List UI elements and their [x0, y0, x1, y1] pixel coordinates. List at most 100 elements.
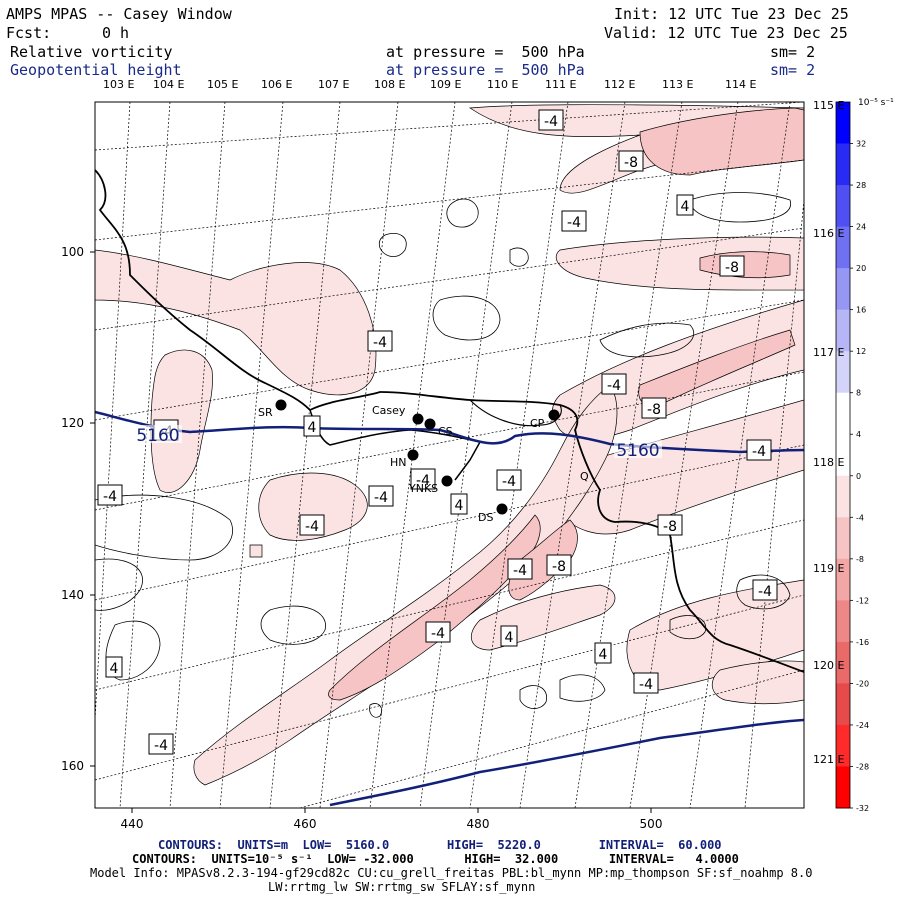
vorticity-contour-label: 4 — [500, 625, 518, 647]
svg-text:-8: -8 — [624, 155, 638, 171]
station-marker — [496, 503, 508, 515]
svg-text:-4: -4 — [431, 626, 445, 642]
longitude-label-top: 110 E — [487, 78, 519, 91]
x-axis-tick-label: 480 — [467, 817, 490, 831]
svg-text:-8: -8 — [725, 260, 739, 276]
station-hn: HN — [390, 449, 419, 469]
station-ynks: YNKS — [408, 475, 453, 495]
colorbar-label: 20 — [856, 264, 866, 273]
field1-level: at pressure = 500 hPa — [386, 43, 585, 61]
svg-text:4: 4 — [110, 661, 119, 677]
vorticity-contour-label: 4 — [450, 493, 468, 515]
vorticity-contour-label: -4 — [507, 558, 533, 580]
colorbar-label: 16 — [856, 306, 866, 315]
footer-model-info-physics: LW:rrtmg_lw SW:rrtmg_sw SFLAY:sf_mynn — [268, 880, 536, 894]
longitude-label-right: 120 E — [813, 659, 844, 672]
station-label: HN — [390, 456, 407, 469]
field2-smoothing: sm= 2 — [770, 61, 816, 79]
colorbar-swatch — [836, 641, 850, 684]
colorbar-swatch — [836, 351, 850, 394]
svg-text:-4: -4 — [103, 489, 117, 505]
vorticity-contour-label: 4 — [676, 194, 694, 216]
colorbar-label: -20 — [856, 679, 869, 688]
longitude-label-top: 109 E — [430, 78, 462, 91]
colorbar-label: 4 — [856, 430, 861, 439]
svg-text:5160: 5160 — [136, 426, 179, 446]
field1-name: Relative vorticity — [10, 43, 173, 61]
longitude-label-top: 103 E — [103, 78, 135, 91]
coastline-bay — [469, 399, 562, 427]
y-axis-tick-label: 140 — [61, 588, 84, 602]
svg-text:-4: -4 — [305, 519, 319, 535]
station-label: CS — [438, 425, 453, 438]
svg-text:-4: -4 — [607, 378, 621, 394]
colorbar-label: 24 — [856, 223, 866, 232]
vorticity-contour-label: -4 — [148, 733, 174, 755]
height-contour-5160-south — [329, 718, 804, 807]
y-axis-tick-label: 160 — [61, 759, 84, 773]
contour-labels: -4 -8 -4 4 -8 -4 -4 -8 4 -4 -4 -4 -4 -4 4 -4 -8 -8 -4 -4 4 4 4… — [97, 109, 778, 755]
y-axis-tick-label: 100 — [61, 245, 84, 259]
forecast-label: Fcst: — [6, 24, 52, 42]
svg-text:4: 4 — [599, 647, 608, 663]
colorbar-swatch — [836, 724, 850, 767]
svg-text:-4: -4 — [567, 215, 581, 231]
svg-text:-4: -4 — [154, 738, 168, 754]
x-axis-tick-label: 440 — [121, 817, 144, 831]
colorbar-swatch — [836, 600, 850, 643]
colorbar-swatch — [836, 226, 850, 269]
field2-name: Geopotential height — [10, 61, 182, 79]
station-cs: CS — [424, 418, 453, 438]
svg-text:-4: -4 — [639, 677, 653, 693]
longitude-label-top: 107 E — [318, 78, 350, 91]
colorbar-swatch — [836, 268, 850, 311]
vorticity-contour-label: -4 — [538, 109, 564, 131]
longitude-label-top: 108 E — [374, 78, 406, 91]
colorbar-swatch — [836, 558, 850, 601]
svg-text:4: 4 — [308, 420, 317, 436]
station-label: Casey — [372, 404, 406, 417]
longitude-label-top: 104 E — [153, 78, 185, 91]
vorticity-contour-label: -4 — [633, 672, 659, 694]
station-marker — [412, 413, 424, 425]
longitude-label-right: 118 E — [813, 456, 844, 469]
station-label: Q — [580, 470, 589, 483]
station-marker — [424, 418, 436, 430]
station-ds: DS — [478, 503, 508, 524]
longitude-label-right: 119 E — [813, 562, 844, 575]
footer-model-info: Model Info: MPASv8.2.3-194-gf29cd82c CU:… — [90, 866, 813, 880]
longitude-label-right: 117 E — [813, 346, 844, 359]
longitude-label-top: 112 E — [604, 78, 636, 91]
longitude-label-top: 106 E — [261, 78, 293, 91]
map-title: AMPS MPAS -- Casey Window — [6, 5, 232, 23]
vorticity-contour-label: -8 — [719, 255, 745, 277]
svg-text:4: 4 — [505, 630, 514, 646]
vorticity-contour-label: -4 — [368, 485, 394, 507]
footer-contours-height: CONTOURS: UNITS=m LOW= 5160.0 HIGH= 5220… — [158, 838, 722, 852]
longitude-label-right: 121 E — [813, 753, 844, 766]
vorticity-contour-label: -8 — [657, 514, 683, 536]
longitude-label-top: 111 E — [545, 78, 577, 91]
colorbar-label: 8 — [856, 389, 861, 398]
vorticity-contour-label: 4 — [594, 642, 612, 664]
colorbar-label: 28 — [856, 181, 866, 190]
vorticity-contour-label: -4 — [410, 468, 436, 490]
longitude-label-right: 116 E — [813, 227, 844, 240]
station-cp: CP — [530, 409, 560, 430]
colorbar-label: -4 — [856, 513, 864, 522]
colorbar-swatch — [836, 143, 850, 186]
axis-labels: 440 460 480 500 100 120 140 160 115 E 116 E 117 E 1… — [61, 99, 844, 831]
colorbar-label: -16 — [856, 638, 869, 647]
svg-text:-8: -8 — [552, 559, 566, 575]
colorbar-label: 32 — [856, 140, 866, 149]
negative-vorticity-shading — [95, 104, 804, 786]
station-label: YNKS — [408, 482, 438, 495]
svg-text:-4: -4 — [373, 335, 387, 351]
height-contour-5160-north — [95, 410, 804, 454]
colorbar-label: -32 — [856, 804, 869, 813]
station-q: Q — [580, 470, 589, 483]
colorbar-swatch — [836, 475, 850, 518]
vorticity-contour-label: -4 — [299, 514, 325, 536]
colorbar-swatch — [836, 102, 850, 145]
